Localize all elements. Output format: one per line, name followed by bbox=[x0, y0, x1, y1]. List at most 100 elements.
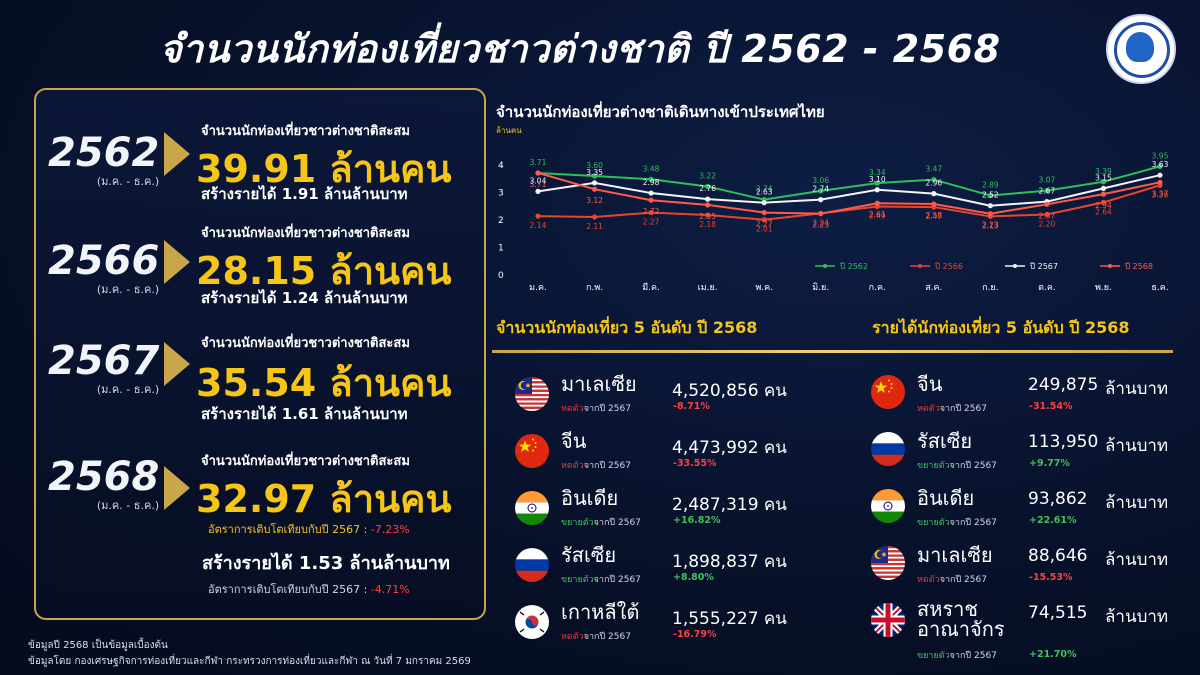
chart-y-unit: ล้านคน bbox=[496, 126, 522, 135]
data-point bbox=[705, 183, 711, 190]
data-label: 2.58 bbox=[925, 211, 942, 220]
data-point bbox=[761, 217, 767, 223]
data-point bbox=[818, 197, 824, 203]
change-reference: จากปี 2567 bbox=[939, 575, 987, 585]
data-point bbox=[591, 180, 598, 186]
data-point bbox=[648, 209, 654, 216]
change-note: ขยายตัวจากปี 2567 bbox=[561, 572, 641, 586]
x-tick-label: เม.ย. bbox=[698, 283, 718, 293]
korea-flag-icon bbox=[515, 605, 549, 639]
arrivals-growth: อัตราการเติบโตเทียบกับปี 2567 : -7.23% bbox=[208, 520, 410, 538]
malaysia-flag-icon bbox=[871, 546, 905, 580]
ranking-value: 249,875 bbox=[1028, 375, 1099, 395]
page-title: จำนวนนักท่องเที่ยวชาวต่างชาติ ปี 2562 - … bbox=[159, 27, 1001, 71]
chevron-right-icon bbox=[164, 240, 190, 284]
data-point bbox=[874, 180, 880, 186]
ranking-row: จีน หดตัวจากปี 2567 249,875 ล้านบาท -31.54% bbox=[871, 374, 1171, 425]
ranking-value: 4,473,992 คน bbox=[672, 438, 787, 458]
change-percent: +8.80% bbox=[673, 572, 714, 583]
data-point bbox=[591, 214, 598, 220]
summary-year: 2568 bbox=[48, 454, 160, 500]
data-label: 2.24 bbox=[812, 218, 829, 227]
ranking-value: 88,646 bbox=[1028, 546, 1088, 566]
country-name: สหราช อาณาจักร bbox=[917, 597, 1005, 641]
yearly-summary-panel: 2562 (ม.ค. - ธ.ค.) จำนวนนักท่องเที่ยวชาว… bbox=[34, 88, 486, 620]
data-point bbox=[931, 191, 937, 197]
change-percent: +9.77% bbox=[1029, 458, 1070, 469]
data-label: 2.63 bbox=[756, 188, 773, 197]
change-direction: ขยายตัว bbox=[917, 518, 950, 528]
growth-value: -7.23% bbox=[370, 523, 410, 536]
summary-range: (ม.ค. - ธ.ค.) bbox=[96, 283, 160, 296]
ministry-logo bbox=[1106, 14, 1176, 84]
summary-year: 2562 bbox=[48, 130, 160, 176]
summary-revenue: สร้างรายได้ 1.24 ล้านล้านบาท bbox=[201, 289, 408, 307]
change-direction: หดตัว bbox=[917, 404, 940, 414]
data-label: 2.76 bbox=[699, 184, 716, 193]
chevron-right-icon bbox=[164, 132, 190, 176]
chevron-right-icon bbox=[164, 466, 190, 510]
data-label: 3.15 bbox=[1095, 173, 1112, 182]
ranking-unit: ล้านบาท bbox=[1105, 436, 1169, 456]
x-tick-label: ก.พ. bbox=[586, 283, 603, 293]
summary-value: 35.54 ล้านคน bbox=[196, 361, 452, 405]
summary-revenue: สร้างรายได้ 1.91 ล้านล้านบาท bbox=[201, 185, 408, 203]
change-percent: -31.54% bbox=[1029, 401, 1073, 412]
data-label: 2.89 bbox=[982, 181, 999, 190]
change-percent: -8.71% bbox=[673, 401, 710, 412]
india-flag-icon bbox=[515, 491, 549, 525]
country-name: จีน bbox=[561, 429, 587, 453]
chart-title: จำนวนนักท่องเที่ยวต่างชาติเดินทางเข้าประ… bbox=[496, 103, 825, 121]
y-tick-label: 3 bbox=[498, 189, 504, 199]
data-point bbox=[705, 212, 711, 218]
data-label: 3.48 bbox=[643, 164, 660, 173]
data-label: 3.34 bbox=[869, 168, 886, 177]
change-percent: -16.79% bbox=[673, 629, 717, 640]
data-point bbox=[1157, 172, 1163, 178]
data-label: 2.23 bbox=[812, 221, 829, 230]
data-point bbox=[761, 209, 767, 216]
data-point bbox=[1100, 191, 1107, 197]
country-name: มาเลเซีย bbox=[561, 372, 637, 396]
change-reference: จากปี 2567 bbox=[949, 518, 997, 528]
data-point bbox=[591, 173, 598, 179]
data-point bbox=[874, 200, 880, 206]
ranking-row: รัสเซีย ขยายตัวจากปี 2567 113,950 ล้านบาท +9… bbox=[871, 431, 1171, 482]
series-line bbox=[537, 174, 1161, 207]
footnote-source: ข้อมูลโดย กองเศรษฐกิจการท่องเที่ยวและกีฬ… bbox=[28, 656, 471, 667]
change-reference: จากปี 2567 bbox=[583, 404, 631, 414]
data-point bbox=[874, 187, 880, 193]
growth-label: อัตราการเติบโตเทียบกับปี 2567 : bbox=[208, 583, 368, 596]
summary-value: 32.97 ล้านคน bbox=[196, 477, 452, 521]
ranking-unit: ล้านบาท bbox=[1105, 550, 1169, 570]
data-point bbox=[931, 201, 937, 207]
ranking-unit: ล้านบาท bbox=[1105, 379, 1169, 399]
data-label: 2.20 bbox=[1039, 220, 1056, 229]
summary-range: (ม.ค. - ธ.ค.) bbox=[96, 499, 160, 512]
legend-label: ปี 2562 bbox=[839, 262, 868, 271]
change-direction: ขยายตัว bbox=[561, 518, 594, 528]
growth-label: อัตราการเติบโตเทียบกับปี 2567 : bbox=[208, 523, 368, 536]
y-tick-label: 4 bbox=[498, 161, 504, 171]
uk-flag-icon bbox=[871, 603, 905, 637]
data-label: 2.57 bbox=[1039, 211, 1056, 220]
malaysia-flag-icon bbox=[515, 377, 549, 411]
change-reference: จากปี 2567 bbox=[583, 461, 631, 471]
series-line bbox=[537, 184, 1161, 221]
country-name: เกาหลีใต้ bbox=[561, 600, 640, 624]
data-label: 3.60 bbox=[586, 161, 603, 170]
x-tick-label: ส.ค. bbox=[925, 283, 942, 293]
change-note: ขยายตัวจากปี 2567 bbox=[917, 458, 997, 472]
data-label: 3.71 bbox=[530, 180, 547, 189]
data-label: 3.95 bbox=[1152, 151, 1169, 160]
summary-label: จำนวนนักท่องเที่ยวชาวต่างชาติสะสม bbox=[201, 226, 410, 241]
growth-value: -4.71% bbox=[370, 583, 410, 596]
country-name: อินเดีย bbox=[917, 486, 975, 510]
change-note: ขยายตัวจากปี 2567 bbox=[917, 515, 997, 529]
data-point bbox=[705, 202, 711, 208]
summary-year: 2567 bbox=[48, 338, 160, 384]
data-label: 2.94 bbox=[1095, 201, 1112, 210]
ranking-row: อินเดีย ขยายตัวจากปี 2567 93,862 ล้านบาท +22… bbox=[871, 486, 1171, 539]
x-tick-label: มิ.ย. bbox=[812, 282, 829, 293]
data-label: 3.12 bbox=[586, 196, 603, 205]
